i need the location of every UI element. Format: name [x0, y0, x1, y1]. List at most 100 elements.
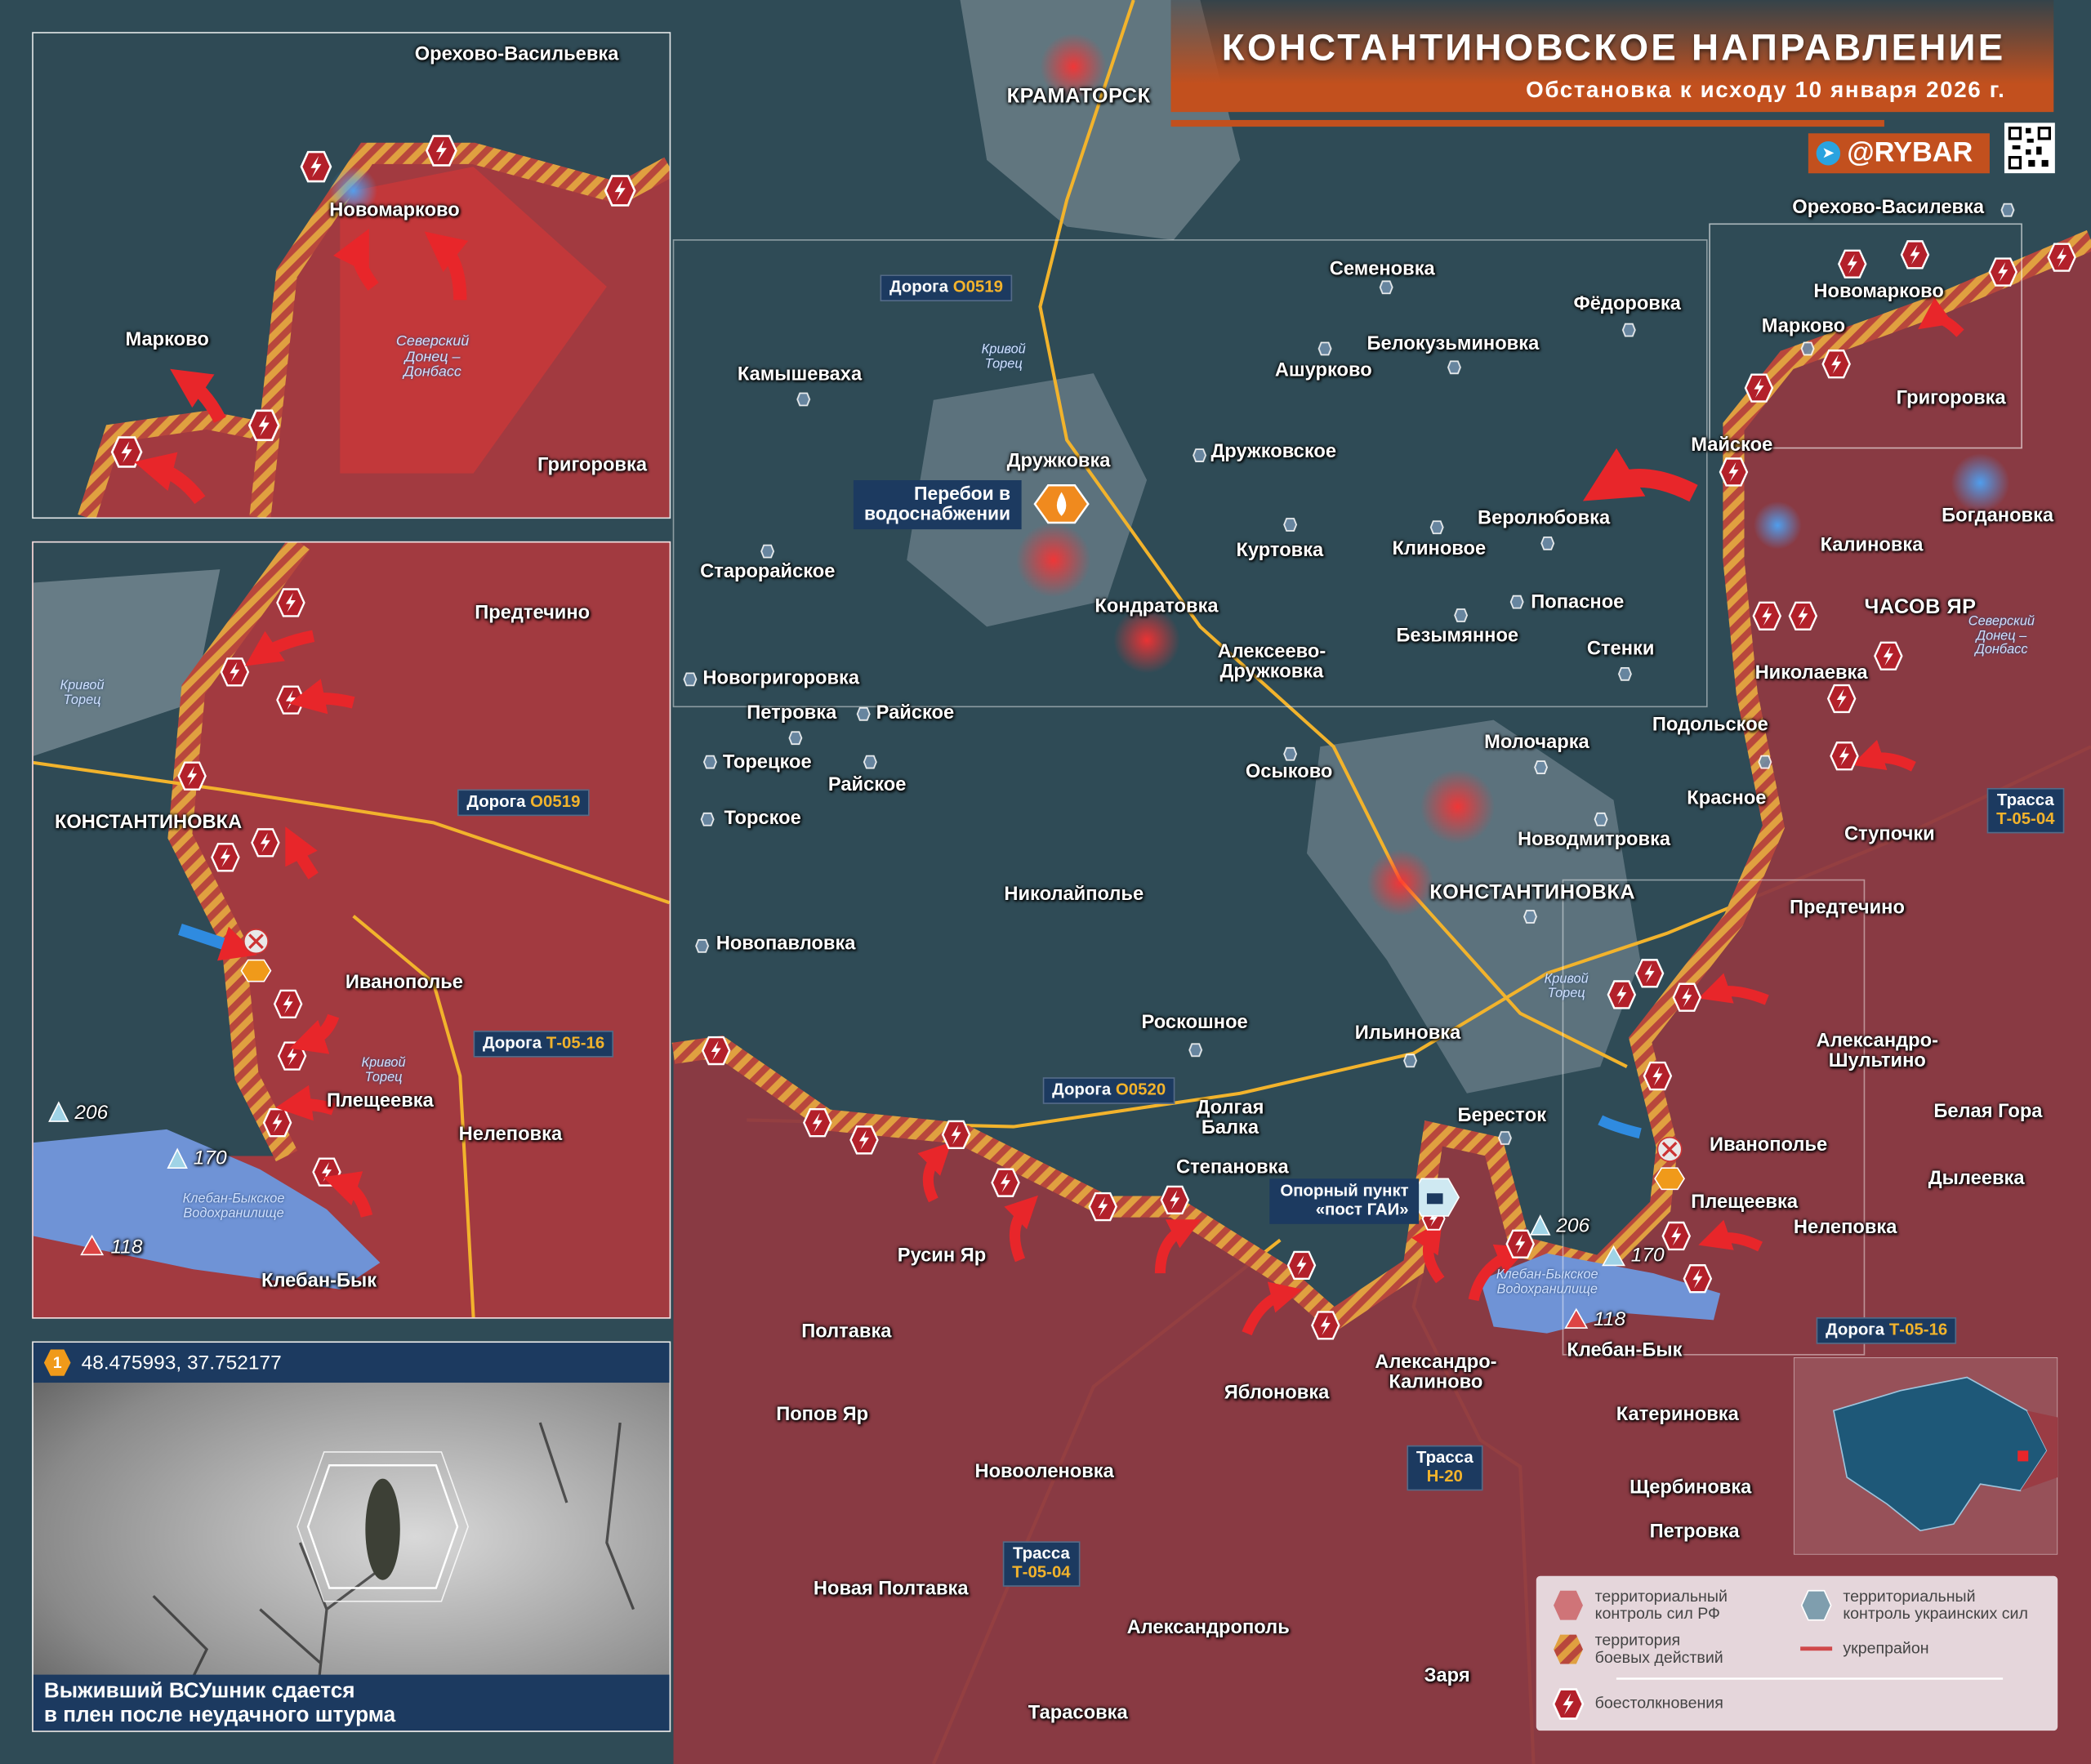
inset-north-map: Орехово-Васильевка Новомарково Марково Г… [32, 32, 671, 519]
settlement-label: Плещеевка [326, 1090, 434, 1112]
settlement-label: Новопавловка [716, 933, 856, 955]
clash-marker-icon [1311, 1311, 1340, 1340]
clash-marker-icon [1900, 240, 1930, 270]
ua-counterattack-arrow-icon [1598, 1115, 1642, 1139]
clash-marker-icon [1744, 373, 1774, 403]
road-kind: Дорога [483, 1033, 542, 1053]
settlement-label: Предтечино [475, 602, 591, 625]
clash-marker-icon [211, 843, 240, 872]
canal-label: Северский Донец – Донбасс [395, 333, 470, 381]
road-tag: Трасса Н-20 [1407, 1445, 1483, 1490]
road-tag: Трасса Т-05-04 [1986, 787, 2064, 833]
settlement-label: Щербиновка [1630, 1477, 1752, 1499]
clash-marker-icon [1788, 601, 1818, 630]
road-code: О0519 [530, 791, 581, 811]
settlement-label: Фёдоровка [1573, 293, 1681, 315]
settlement-label: Старорайское [700, 561, 836, 583]
strike-glow [1016, 522, 1091, 598]
attack-arrow-icon [289, 1013, 340, 1054]
settlement-label: Калиновка [1820, 534, 1924, 556]
settlement-label: Александро- Калиново [1375, 1352, 1497, 1394]
settlement-label: Новодмитровка [1517, 829, 1671, 851]
clash-marker-icon [426, 135, 457, 167]
clash-marker-icon [803, 1108, 832, 1138]
settlement-label: Александрополь [1126, 1617, 1290, 1639]
settlement-label: Иванополье [345, 972, 463, 994]
road-o0519 [1038, 0, 1628, 1068]
legend-ru-control: территориальный контроль сил РФ [1552, 1587, 1728, 1623]
settlement-label: Григоровка [537, 454, 647, 476]
clash-marker-icon [1838, 249, 1867, 278]
road-code: О0520 [1115, 1080, 1166, 1099]
clash-marker-icon [312, 1157, 341, 1187]
settlement-label: Подольское [1652, 715, 1768, 737]
photo-marker-icon [1654, 1167, 1685, 1191]
settlement-label: Новомарково [329, 199, 460, 222]
settlement-label: Марково [125, 329, 209, 351]
legend-label: укрепрайон [1843, 1638, 1929, 1658]
ua-glow [1753, 501, 1802, 550]
clash-marker-icon [220, 657, 250, 687]
attack-arrow-icon [133, 452, 206, 505]
settlement-label: Предтечино [1790, 897, 1905, 919]
settlement-label: Ильиновка [1354, 1022, 1461, 1045]
channel-name: @RYBAR [1847, 137, 1973, 168]
road-kind: Дорога [466, 791, 526, 811]
clash-marker-icon [251, 828, 280, 858]
ru-control-territory [673, 239, 2091, 1764]
road-tag: Дорога О0520 [1042, 1077, 1175, 1104]
strike-glow [1113, 606, 1180, 674]
height-label: 206 [74, 1101, 109, 1125]
settlement-label: Торское [724, 808, 801, 830]
page-title: КОНСТАНТИНОВСКОЕ НАПРАВЛЕНИЕ [1221, 26, 2006, 69]
settlement-label: Майское [1691, 434, 1773, 457]
clash-marker-icon [1505, 1229, 1535, 1258]
settlement-label: Клебан-Бык [1567, 1339, 1683, 1361]
photo-inset[interactable]: 1 48.475993, 37.752177 Выживший ВСУшник … [32, 1341, 671, 1732]
zoom-frame [1709, 223, 2022, 449]
inset-north-base [78, 135, 670, 518]
city-label: КОНСТАНТИНОВКА [1429, 881, 1636, 904]
clash-marker-icon [1607, 980, 1636, 1009]
settlement-label: Веролюбовка [1477, 508, 1611, 530]
settlement-label: Камышеваха [737, 363, 863, 385]
settlement-label: Орехово-Васильевка [414, 43, 619, 65]
settlement-label: Белокузьминовка [1367, 333, 1540, 355]
clash-marker-icon [277, 1041, 307, 1071]
focus-hexagon-icon [296, 1451, 469, 1602]
road-tag: Дорога О0519 [880, 274, 1013, 301]
water-outage-callout: Перебои в водоснабжении [853, 479, 1022, 529]
height-label: 170 [193, 1147, 227, 1169]
settlement-label: Алексеево- Дружковка [1217, 641, 1326, 684]
combat-zone-hex-icon [1554, 1634, 1583, 1664]
clash-marker-icon [276, 685, 305, 715]
road-tag: Дорога О0519 [457, 789, 590, 816]
legend-combat-zone: территория боевых действий [1552, 1631, 1723, 1667]
settlement-label: Григоровка [1896, 388, 2006, 410]
qr-code-icon [2004, 122, 2055, 174]
clash-marker-icon [273, 989, 303, 1019]
road-tag: Дорога Т-05-16 [473, 1031, 614, 1058]
settlement-label: Новая Полтавка [813, 1579, 969, 1601]
clash-marker-icon [276, 588, 305, 617]
height-marker-icon [1602, 1245, 1625, 1267]
settlement-label: Попов Яр [776, 1404, 869, 1426]
legend-label: боестолкновения [1594, 1694, 1723, 1713]
settlement-label: Полтавка [801, 1321, 892, 1343]
settlement-label: Роскошное [1141, 1012, 1248, 1034]
road-tag: Дорога Т-05-16 [1816, 1317, 1957, 1344]
clash-marker-icon [1286, 1250, 1317, 1281]
settlement-label: Новогригоровка [702, 667, 860, 690]
settlement-label: Русин Яр [897, 1245, 987, 1267]
settlement-label: Петровка [1649, 1521, 1740, 1543]
road-kind: Трасса [1996, 791, 2054, 810]
kleban-byk-reservoir [1480, 1253, 1721, 1334]
clash-marker-icon [177, 761, 207, 791]
attack-arrow-icon [245, 630, 315, 666]
strike-glow [1040, 33, 1108, 100]
settlement-label: Стенки [1586, 639, 1655, 661]
overview-minimap [1793, 1357, 2058, 1555]
settlement-label: Ашурково [1274, 359, 1372, 381]
